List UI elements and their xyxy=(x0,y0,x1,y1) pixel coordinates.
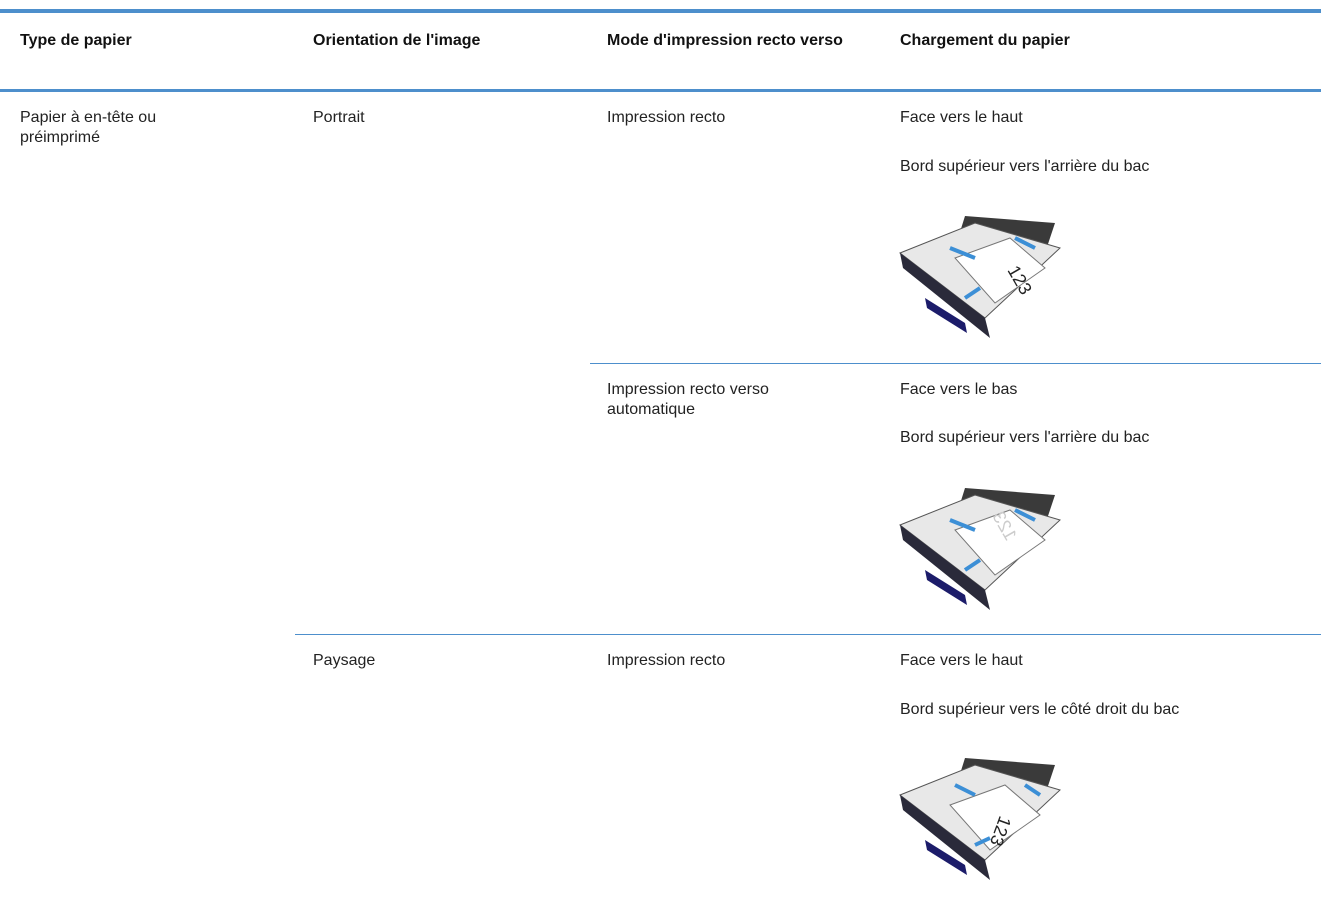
cell: Bord supérieur vers l'arrière du bac xyxy=(900,158,1150,175)
header-cell: Orientation de l'image xyxy=(313,32,481,49)
cell: Papier à en-tête ou préimprimé xyxy=(20,109,157,146)
cell: Paysage xyxy=(313,652,376,669)
cell: Impression recto xyxy=(607,652,726,669)
header-top-rule xyxy=(0,9,1321,13)
cell: Face vers le haut xyxy=(900,109,1023,126)
cell: Face vers le haut xyxy=(900,652,1023,669)
cell: Bord supérieur vers le côté droit du bac xyxy=(900,701,1180,718)
header-cell: Chargement du papier xyxy=(900,32,1070,49)
tray-illustration: 123 xyxy=(898,488,1061,610)
header-bottom-rule xyxy=(0,89,1321,92)
cell: Bord supérieur vers l'arrière du bac xyxy=(900,429,1150,446)
header-cell: Mode d'impression recto verso xyxy=(607,32,843,49)
cell: Portrait xyxy=(313,109,365,126)
header-cell: Type de papier xyxy=(20,32,132,49)
row-rule xyxy=(590,363,1321,364)
cell: Face vers le bas xyxy=(900,381,1018,398)
tray-illustration: 123 xyxy=(898,216,1061,338)
cell: Impression recto xyxy=(607,109,726,126)
tray-illustration: 123 xyxy=(898,758,1061,880)
cell: Impression recto verso automatique xyxy=(607,381,769,418)
row-rule xyxy=(295,634,1321,635)
